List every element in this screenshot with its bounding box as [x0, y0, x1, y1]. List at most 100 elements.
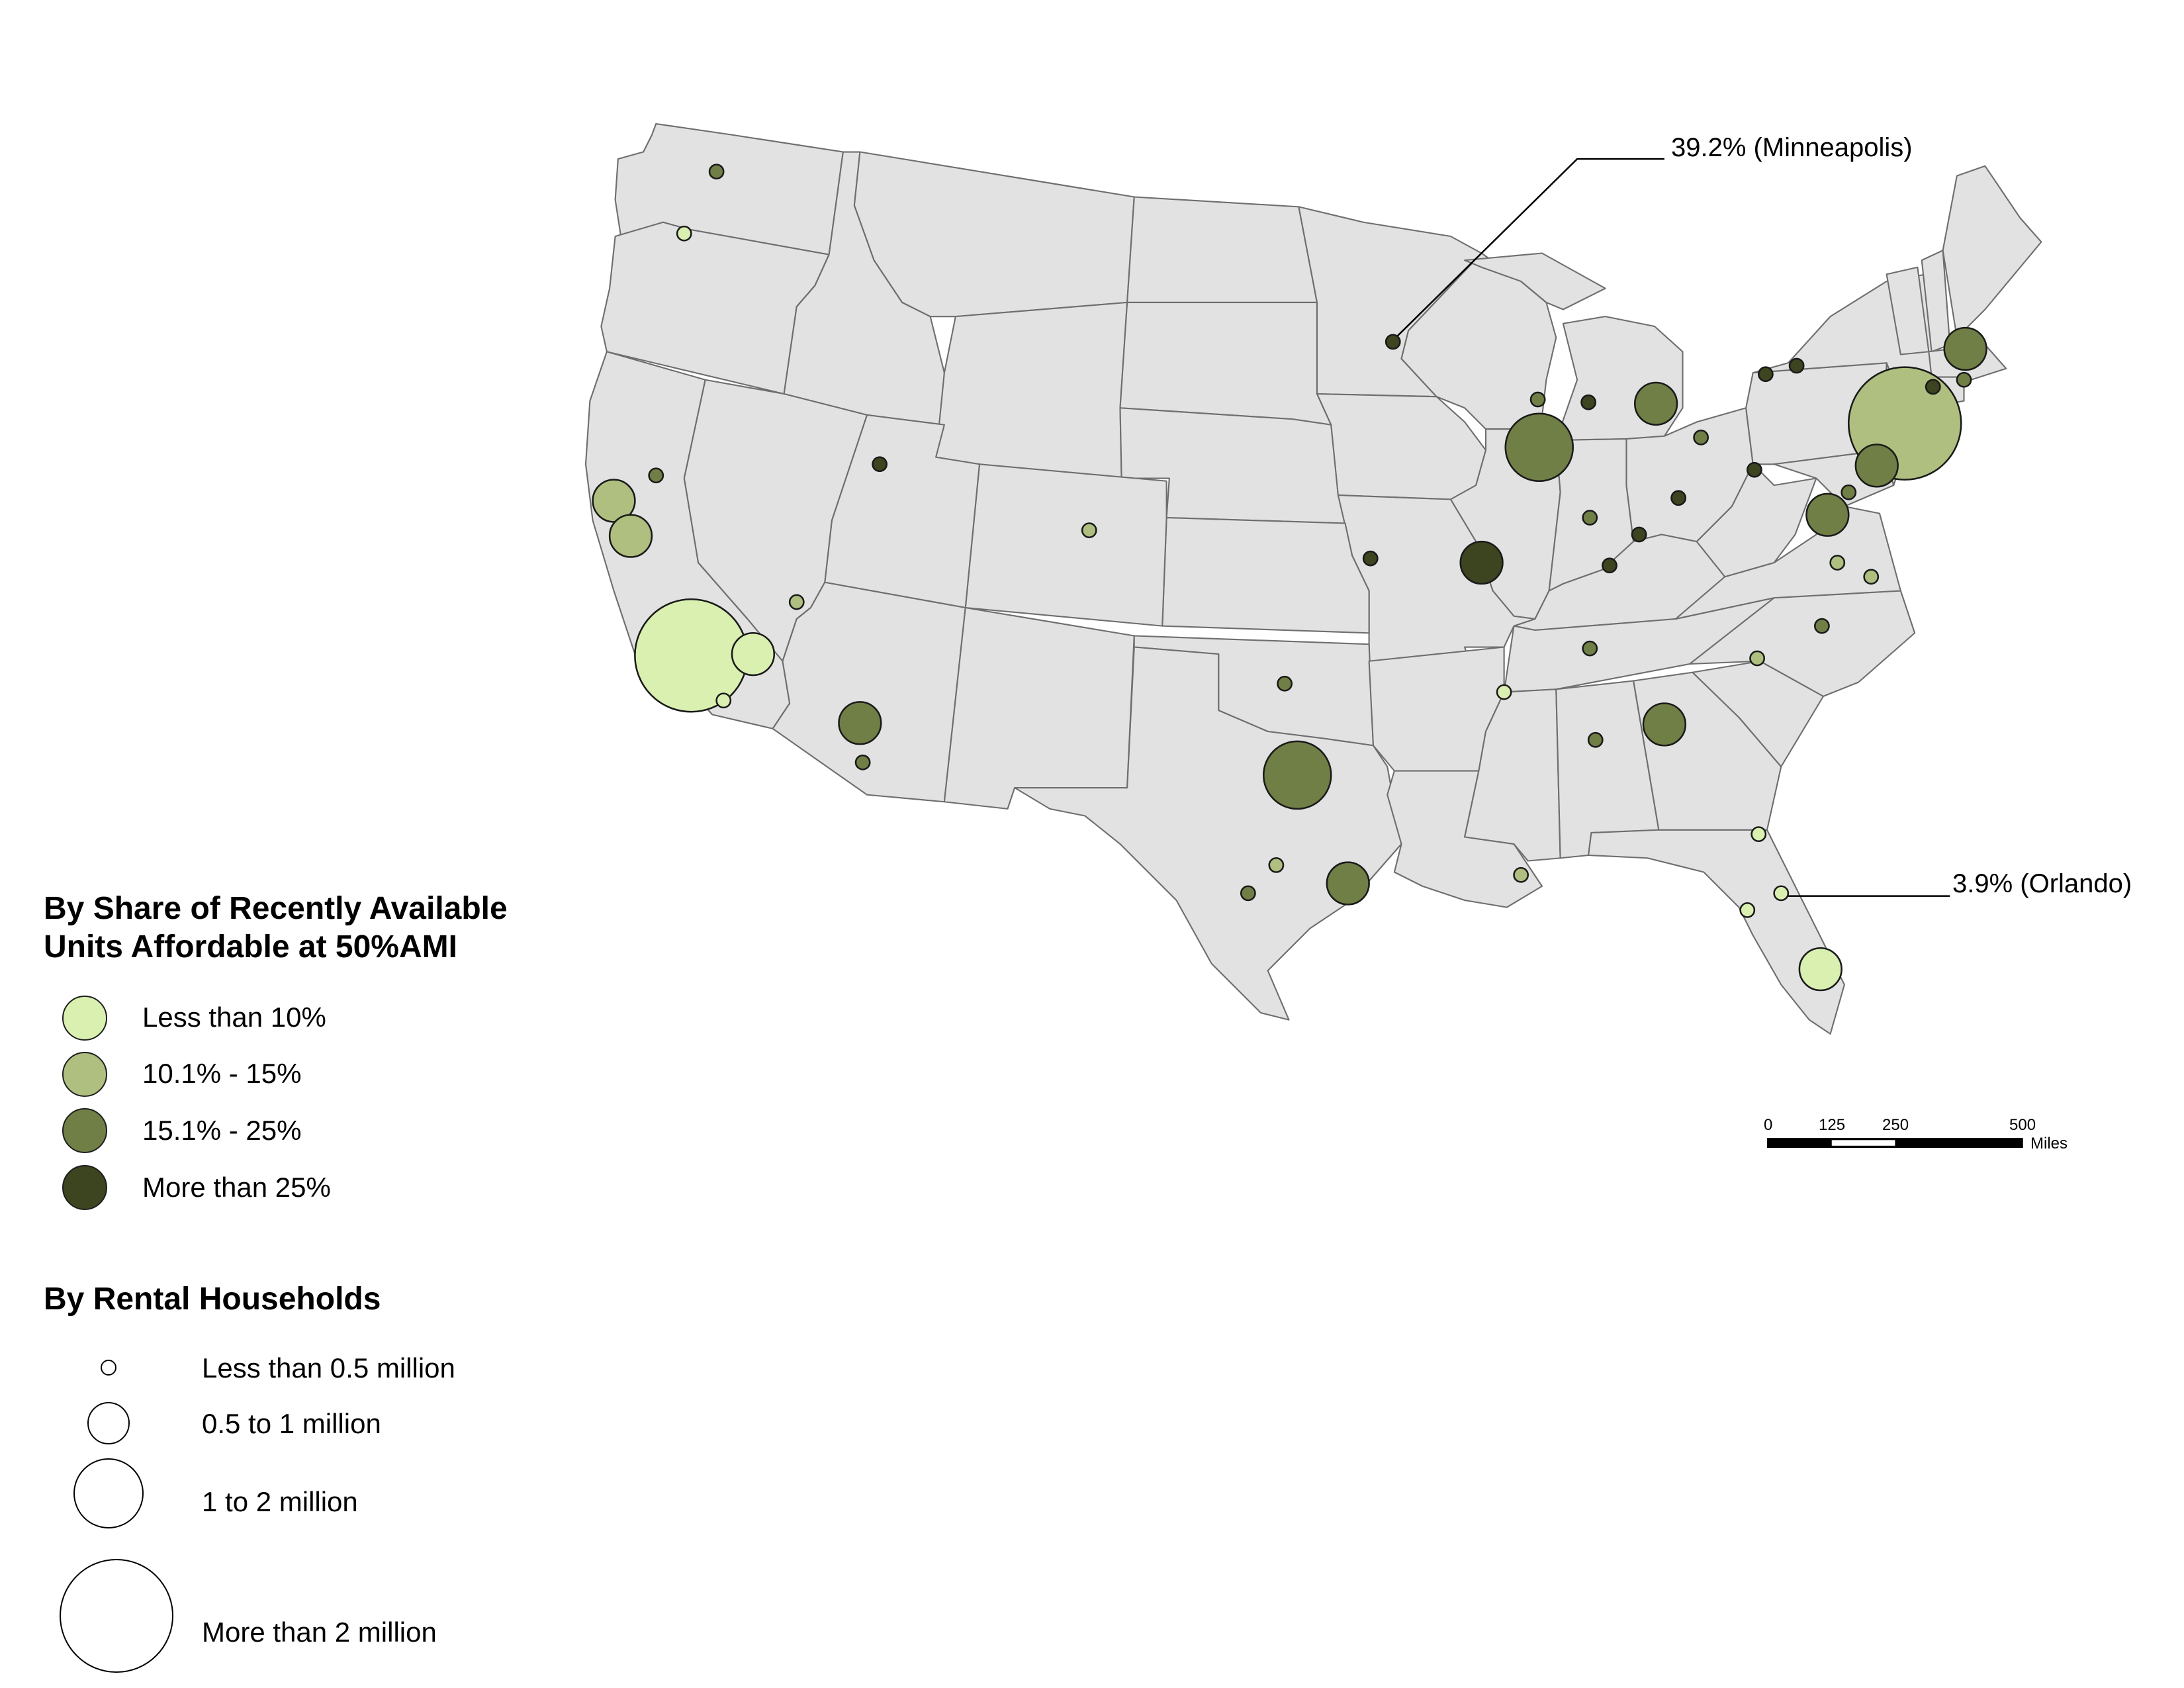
state-mt — [853, 151, 1135, 318]
state-me — [1942, 165, 2042, 339]
metro-bubble-23 — [1529, 391, 1546, 408]
metro-bubble-27 — [1582, 510, 1598, 526]
scale-tick-250: 250 — [1882, 1116, 1909, 1134]
metro-bubble-34 — [1642, 702, 1687, 747]
legend-size-circle-xlarge — [60, 1559, 173, 1673]
metro-bubble-51 — [1943, 326, 1987, 371]
scale-bar-segment — [1831, 1140, 1895, 1146]
metro-bubble-19 — [1385, 334, 1401, 350]
annotation-orlando: 3.9% (Orlando) — [1952, 869, 2132, 898]
metro-bubble-48 — [1788, 357, 1805, 374]
metro-bubble-22 — [1504, 412, 1574, 483]
metro-bubble-30 — [1602, 557, 1617, 574]
metro-bubble-39 — [1798, 947, 1843, 992]
metro-bubble-14 — [1277, 675, 1293, 692]
metro-bubble-47 — [1757, 366, 1774, 383]
metro-bubble-41 — [1813, 618, 1830, 634]
scale-tick-500: 500 — [2009, 1116, 2036, 1134]
metro-bubble-28 — [1670, 490, 1687, 506]
metro-bubble-13 — [1081, 522, 1097, 539]
legend-size-label-xlarge: More than 2 million — [202, 1617, 437, 1648]
metro-bubble-2 — [731, 632, 776, 677]
state-nd — [1126, 196, 1318, 303]
metro-bubble-6 — [648, 467, 664, 484]
legend-swatch-over-25 — [62, 1165, 107, 1210]
metro-bubble-17 — [1240, 885, 1256, 902]
state-sc — [1692, 660, 1825, 768]
legend-label-less-10: Less than 10% — [142, 1002, 326, 1033]
metro-bubble-33 — [1587, 731, 1604, 748]
legend-label-15-25: 15.1% - 25% — [142, 1115, 302, 1146]
metro-bubble-21 — [1459, 540, 1504, 585]
metro-bubble-42 — [1829, 555, 1846, 571]
metro-bubble-15 — [1262, 740, 1332, 810]
state-fl — [1588, 829, 1845, 1035]
metro-bubble-44 — [1805, 492, 1850, 537]
state-ia — [1316, 393, 1487, 500]
metro-bubble-25 — [1633, 381, 1678, 426]
metro-bubble-38 — [1739, 902, 1756, 918]
metro-bubble-11 — [838, 701, 882, 745]
state-va — [1674, 505, 1901, 620]
leader-line-minneapolis — [1395, 158, 1664, 338]
state-mi — [1464, 252, 1606, 310]
legend-size-circle-small — [101, 1360, 116, 1376]
legend-share-title-line2: Units Affordable at 50%AMI — [44, 929, 457, 964]
scale-bar — [1767, 1138, 2023, 1148]
state-co — [964, 463, 1167, 627]
metro-bubble-46 — [1746, 461, 1762, 478]
metro-bubble-7 — [676, 225, 692, 242]
metro-bubble-16 — [1268, 857, 1285, 873]
legend-label-10-15: 10.1% - 15% — [142, 1058, 302, 1089]
legend-swatch-less-10 — [62, 996, 107, 1041]
metro-bubble-32 — [1496, 684, 1512, 700]
metro-bubble-18 — [1326, 861, 1370, 906]
metro-bubble-10 — [872, 456, 888, 473]
legend-share-title-line1: By Share of Recently Available — [44, 891, 508, 926]
state-az — [772, 581, 966, 803]
annotation-leader-lines — [1395, 158, 1950, 897]
metro-bubble-8 — [708, 164, 725, 180]
metro-bubble-5 — [608, 514, 653, 558]
metro-bubble-40 — [1749, 650, 1766, 667]
metro-bubble-53 — [1956, 371, 1972, 388]
legend-label-over-25: More than 25% — [142, 1172, 331, 1203]
legend-size-title: By Rental Households — [44, 1282, 381, 1317]
legend-size-circle-medium — [87, 1402, 130, 1444]
metro-bubble-3 — [715, 692, 732, 709]
metro-bubble-50 — [1854, 444, 1899, 488]
metro-bubble-4 — [592, 479, 636, 523]
scale-tick-125: 125 — [1819, 1116, 1846, 1134]
metro-bubble-12 — [854, 754, 871, 771]
metro-bubble-36 — [1751, 826, 1767, 843]
state-wy — [935, 301, 1128, 479]
legend-swatch-15-25 — [62, 1108, 107, 1153]
metro-bubble-31 — [1582, 640, 1598, 657]
metro-bubble-43 — [1863, 569, 1880, 585]
metro-bubble-1 — [634, 598, 749, 713]
legend-size-label-large: 1 to 2 million — [202, 1486, 358, 1517]
metro-bubble-35 — [1513, 867, 1529, 883]
legend-size-label-medium: 0.5 to 1 million — [202, 1408, 381, 1439]
legend-size-circle-large — [73, 1458, 144, 1528]
metro-bubble-20 — [1362, 550, 1379, 567]
metro-bubbles — [592, 164, 1987, 992]
scale-unit: Miles — [2030, 1135, 2068, 1152]
metro-bubble-45 — [1841, 484, 1857, 500]
metro-bubble-52 — [1925, 379, 1941, 395]
legend-size-label-small: Less than 0.5 million — [202, 1352, 455, 1383]
state-ks — [1161, 516, 1370, 634]
legend-swatch-10-15 — [62, 1052, 107, 1097]
state-tx — [1014, 646, 1402, 1021]
metro-bubble-29 — [1631, 526, 1647, 543]
metro-bubble-9 — [788, 594, 805, 610]
metro-bubble-26 — [1693, 429, 1709, 445]
state-nm — [943, 606, 1135, 810]
scale-tick-0: 0 — [1764, 1116, 1773, 1134]
state-boundaries — [584, 122, 2042, 1035]
state-sd — [1119, 301, 1332, 426]
metro-bubble-37 — [1773, 885, 1790, 902]
metro-bubble-24 — [1580, 394, 1597, 410]
annotation-minneapolis: 39.2% (Minneapolis) — [1671, 133, 1913, 162]
